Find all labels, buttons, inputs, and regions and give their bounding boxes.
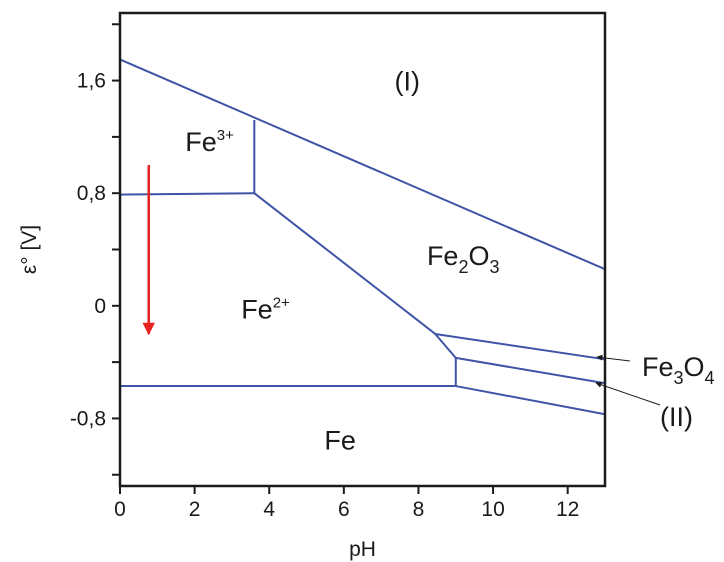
- phase-boundary-line: [253, 192, 436, 335]
- ii-pointer: [595, 381, 661, 406]
- y-tick-label: 0,8: [77, 182, 106, 205]
- y-axis-label: ε° [V]: [18, 225, 41, 274]
- x-tick-label: 4: [263, 498, 275, 521]
- phase-boundary-line: [455, 356, 606, 385]
- region-label: Fe3+: [185, 127, 234, 157]
- fe3o4-pointer: [596, 354, 631, 362]
- x-tick-label: 6: [338, 498, 350, 521]
- x-tick-label: 12: [556, 498, 579, 521]
- region-label: Fe: [324, 425, 356, 455]
- y-tick-label: 1,6: [77, 70, 106, 93]
- phase-boundary-line: [434, 333, 457, 359]
- plot-frame: [118, 11, 607, 488]
- y-tick-label: -0,8: [70, 407, 106, 430]
- region-label: Fe2+: [241, 294, 290, 324]
- y-tick-label: 0: [94, 295, 106, 318]
- phase-boundary-line: [455, 385, 606, 416]
- phase-label-ii: (II): [660, 402, 693, 432]
- x-tick-label: 10: [481, 498, 504, 521]
- x-tick-label: 8: [413, 498, 425, 521]
- x-tick-label: 2: [189, 498, 201, 521]
- phase-label-fe3o4: Fe3O4: [642, 352, 715, 388]
- phase-boundary-line: [119, 58, 606, 271]
- phase-boundary-line: [435, 332, 606, 361]
- region-label: (I): [395, 66, 420, 96]
- x-tick-label: 0: [114, 498, 126, 521]
- x-axis-label: pH: [349, 538, 376, 561]
- phase-boundary-line: [119, 192, 255, 196]
- region-label: Fe2O3: [427, 241, 500, 277]
